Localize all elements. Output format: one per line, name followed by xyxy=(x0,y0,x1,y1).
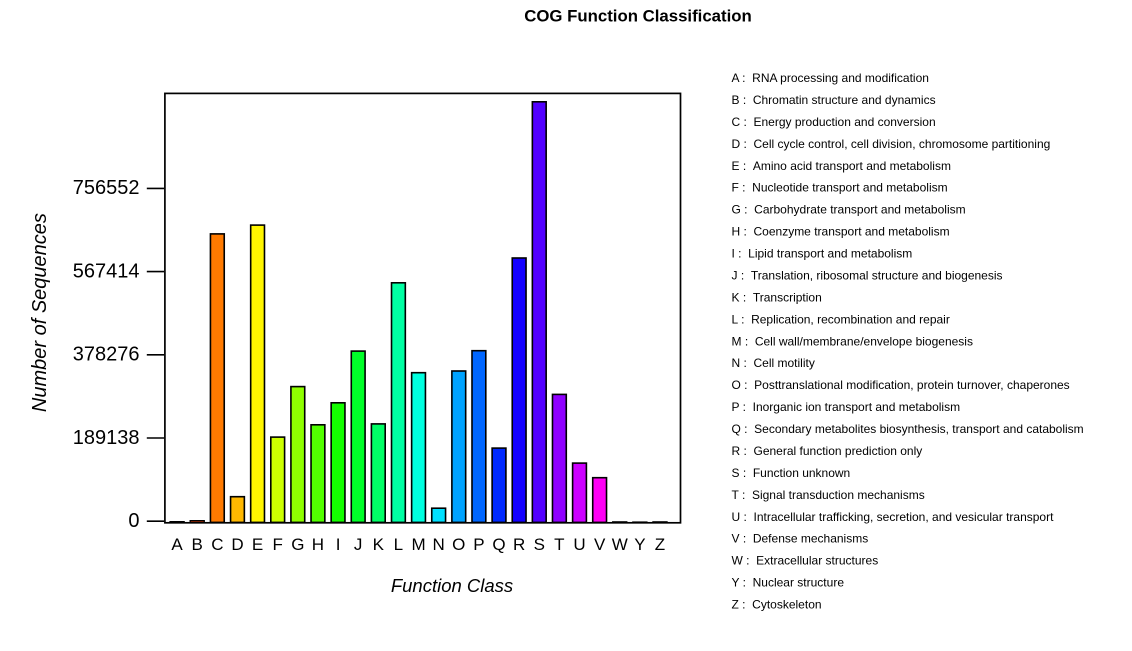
svg-text:V: V xyxy=(594,535,606,554)
svg-text:N : Cell motility: N : Cell motility xyxy=(732,356,815,370)
svg-text:K: K xyxy=(373,535,385,554)
svg-text:Z : Cytoskeleton: Z : Cytoskeleton xyxy=(732,598,822,612)
svg-text:B : Chromatin structure and d: B : Chromatin structure and dynamics xyxy=(732,93,936,107)
svg-text:756552: 756552 xyxy=(73,177,140,199)
svg-text:Y: Y xyxy=(634,535,645,554)
svg-text:J : Translation, ribosomal st: J : Translation, ribosomal structure and… xyxy=(732,269,1003,283)
svg-text:J: J xyxy=(354,535,363,554)
svg-text:L : Replication, recombinatio: L : Replication, recombination and repai… xyxy=(732,312,950,326)
svg-text:I : Lipid transport and metab: I : Lipid transport and metabolism xyxy=(732,247,913,261)
svg-text:G : Carbohydrate transport an: G : Carbohydrate transport and metabolis… xyxy=(732,203,966,217)
svg-text:A : RNA processing and modifi: A : RNA processing and modification xyxy=(732,71,929,85)
svg-text:T: T xyxy=(554,535,564,554)
svg-text:D : Cell cycle control, cell: D : Cell cycle control, cell division, c… xyxy=(732,137,1051,151)
svg-text:H : Coenzyme transport and me: H : Coenzyme transport and metabolism xyxy=(732,225,950,239)
svg-text:F : Nucleotide transport and: F : Nucleotide transport and metabolism xyxy=(732,181,948,195)
svg-text:S: S xyxy=(534,535,545,554)
svg-text:W: W xyxy=(612,535,628,554)
svg-text:O: O xyxy=(452,535,465,554)
svg-text:B: B xyxy=(192,535,203,554)
svg-text:D: D xyxy=(231,535,243,554)
svg-text:H: H xyxy=(312,535,324,554)
svg-text:E : Amino acid transport and: E : Amino acid transport and metabolism xyxy=(732,159,951,173)
svg-text:Q : Secondary metabolites bio: Q : Secondary metabolites biosynthesis, … xyxy=(732,422,1084,436)
svg-text:K : Transcription: K : Transcription xyxy=(732,290,822,304)
svg-text:Z: Z xyxy=(655,535,665,554)
svg-text:0: 0 xyxy=(128,510,139,532)
svg-text:M: M xyxy=(411,535,425,554)
svg-text:P: P xyxy=(473,535,484,554)
svg-text:M : Cell wall/membrane/envelo: M : Cell wall/membrane/envelope biogenes… xyxy=(732,334,973,348)
svg-text:I: I xyxy=(336,535,341,554)
svg-text:G: G xyxy=(291,535,304,554)
svg-text:W : Extracellular structures: W : Extracellular structures xyxy=(732,554,879,568)
svg-text:Number of Sequences: Number of Sequences xyxy=(29,213,51,412)
svg-text:F: F xyxy=(273,535,283,554)
svg-text:R : General function predicti: R : General function prediction only xyxy=(732,444,923,458)
svg-text:Q: Q xyxy=(492,535,505,554)
svg-text:C : Energy production and con: C : Energy production and conversion xyxy=(732,115,936,129)
svg-text:C: C xyxy=(211,535,223,554)
svg-text:O : Posttranslational modific: O : Posttranslational modification, prot… xyxy=(732,378,1070,392)
svg-text:COG Function Classification: COG Function Classification xyxy=(524,6,752,25)
svg-text:N: N xyxy=(433,535,445,554)
svg-text:S : Function unknown: S : Function unknown xyxy=(732,466,851,480)
svg-text:L: L xyxy=(394,535,403,554)
svg-text:U : Intracellular trafficking: U : Intracellular trafficking, secretion… xyxy=(732,510,1055,524)
svg-text:R: R xyxy=(513,535,525,554)
svg-text:U: U xyxy=(573,535,585,554)
svg-text:378276: 378276 xyxy=(73,344,140,366)
svg-text:Y : Nuclear structure: Y : Nuclear structure xyxy=(732,576,845,590)
svg-text:E: E xyxy=(252,535,263,554)
svg-text:V : Defense mechanisms: V : Defense mechanisms xyxy=(732,532,869,546)
svg-text:189138: 189138 xyxy=(73,427,140,449)
svg-text:A: A xyxy=(171,535,183,554)
svg-text:P : Inorganic ion transport a: P : Inorganic ion transport and metaboli… xyxy=(732,400,961,414)
svg-text:Function Class: Function Class xyxy=(391,575,513,596)
svg-text:567414: 567414 xyxy=(73,260,140,282)
svg-text:T : Signal transduction mecha: T : Signal transduction mechanisms xyxy=(732,488,925,502)
